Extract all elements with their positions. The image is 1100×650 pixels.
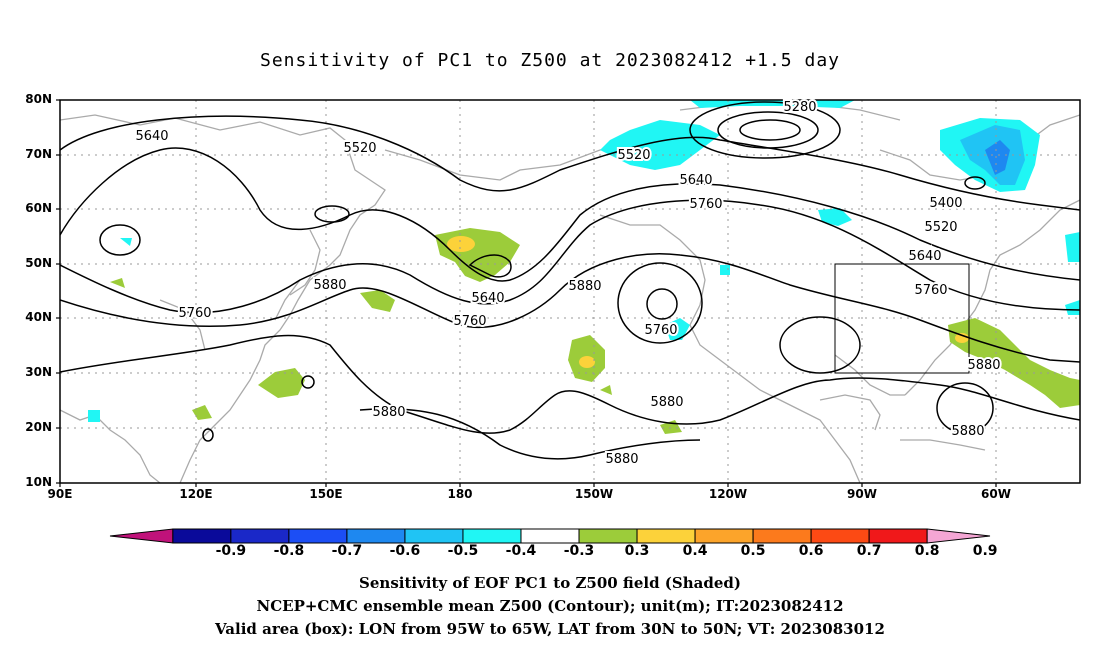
colorbar-swatch — [288, 528, 348, 544]
colorbar-arrow-low — [109, 528, 174, 544]
lon-label-150w: 150W — [574, 487, 614, 501]
contour-label: 5760 — [453, 314, 486, 329]
colorbar-swatch — [694, 528, 754, 544]
lat-label-70n: 70N — [25, 147, 52, 161]
contour-label: 5640 — [135, 129, 168, 144]
lat-label-60n: 60N — [25, 201, 52, 215]
colorbar-tick-label: 0.8 — [914, 543, 940, 559]
colorbar-swatch — [404, 528, 464, 544]
colorbar-tick-label: 0.5 — [740, 543, 766, 559]
colorbar-tick-label: 0.7 — [856, 543, 882, 559]
caption-valid-area: Valid area (box): LON from 95W to 65W, L… — [215, 620, 885, 638]
colorbar-tick-label: -0.8 — [273, 543, 305, 559]
grid — [60, 100, 1080, 483]
contour-label: 5880 — [605, 452, 638, 467]
valid-area-box — [834, 263, 970, 374]
colorbar-tick-label: -0.7 — [331, 543, 363, 559]
contour-label: 5520 — [924, 220, 957, 235]
contour-label: 5520 — [343, 141, 376, 156]
colorbar-swatch — [172, 528, 232, 544]
lon-label-120e: 120E — [179, 487, 213, 501]
lon-label-180: 180 — [447, 487, 473, 501]
colorbar-swatch — [230, 528, 290, 544]
lat-label-10n: 10N — [25, 475, 52, 489]
lon-label-90w: 90W — [847, 487, 877, 501]
lat-label-80n: 80N — [25, 92, 52, 106]
colorbar-tick-label: 0.3 — [624, 543, 650, 559]
caption-contour: NCEP+CMC ensemble mean Z500 (Contour); u… — [256, 597, 844, 615]
contour-label: 5760 — [178, 306, 211, 321]
contour-label: 5640 — [908, 249, 941, 264]
colorbar-swatch — [520, 528, 580, 544]
map-title: Sensitivity of PC1 to Z500 at 2023082412… — [259, 50, 840, 71]
lat-label-30n: 30N — [25, 365, 52, 379]
shading-positive — [110, 228, 1080, 434]
contour-label: 5640 — [679, 173, 712, 188]
colorbar-tick-label: -0.6 — [389, 543, 421, 559]
colorbar-tick-label: 0.4 — [682, 543, 708, 559]
lon-label-60w: 60W — [981, 487, 1011, 501]
contour-labels: 5640 5520 5520 5280 5640 5760 5400 5520 … — [133, 98, 1002, 469]
contour-label: 5400 — [929, 196, 962, 211]
lon-label-90e: 90E — [47, 487, 73, 501]
caption-shaded: Sensitivity of EOF PC1 to Z500 field (Sh… — [359, 574, 741, 592]
contour-label: 5880 — [568, 279, 601, 294]
colorbar-tick-label: -0.3 — [563, 543, 595, 559]
colorbar-swatch — [636, 528, 696, 544]
contour-label: 5880 — [372, 405, 405, 420]
colorbar-swatch — [578, 528, 638, 544]
lat-label-20n: 20N — [25, 420, 52, 434]
colorbar-swatch — [868, 528, 928, 544]
colorbar-swatch — [810, 528, 870, 544]
colorbar-arrow-high — [926, 528, 991, 544]
contour-label: 5880 — [313, 278, 346, 293]
contour-label: 5760 — [914, 283, 947, 298]
colorbar-tick-label: -0.5 — [447, 543, 479, 559]
contour-label: 5880 — [951, 424, 984, 439]
colorbar-tick-label: 0.6 — [798, 543, 824, 559]
lat-label-50n: 50N — [25, 256, 52, 270]
lon-label-120w: 120W — [708, 487, 748, 501]
z500-contours — [60, 101, 1080, 460]
contour-label: 5760 — [644, 323, 677, 338]
contour-label: 5280 — [783, 100, 816, 115]
colorbar-tick-label: 0.9 — [972, 543, 998, 559]
contour-label: 5880 — [967, 358, 1000, 373]
contour-label: 5640 — [471, 291, 504, 306]
contour-label: 5760 — [689, 197, 722, 212]
lon-label-150e: 150E — [309, 487, 343, 501]
colorbar-tick-label: -0.9 — [215, 543, 247, 559]
contour-label: 5880 — [650, 395, 683, 410]
colorbar-tick-label: -0.4 — [505, 543, 537, 559]
map-frame — [59, 99, 1081, 484]
colorbar-swatch — [462, 528, 522, 544]
tick-marks — [56, 99, 997, 487]
lat-label-40n: 40N — [25, 310, 52, 324]
sensitivity-map: 5640 5520 5520 5280 5640 5760 5400 5520 … — [56, 98, 1081, 487]
contour-label: 5520 — [617, 148, 650, 163]
colorbar-swatch — [752, 528, 812, 544]
colorbar-swatch — [346, 528, 406, 544]
